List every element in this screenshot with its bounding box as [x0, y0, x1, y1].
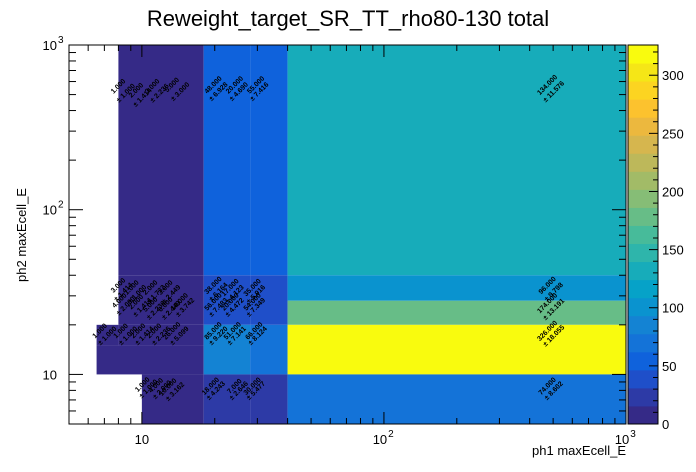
y-tick-exponent: 3	[58, 35, 64, 46]
colorbar-swatch	[628, 189, 658, 208]
colorbar-swatch	[628, 171, 658, 190]
plot-area	[96, 45, 626, 424]
heatmap-cell	[118, 275, 204, 325]
y-axis-title: ph2 maxEcell_E	[14, 188, 29, 282]
colorbar-tick-label: 250	[662, 126, 684, 141]
colorbar: 0 50 100 150 200 250 300	[627, 44, 684, 432]
colorbar-swatch	[628, 405, 658, 425]
colorbar-swatch	[628, 315, 658, 335]
heatmap-cell	[287, 324, 626, 375]
colorbar-tick-label: 300	[662, 68, 684, 83]
colorbar-swatch	[628, 63, 658, 82]
colorbar-swatch	[628, 135, 658, 154]
x-tick-label: 10	[373, 432, 387, 447]
heatmap-cell	[250, 275, 288, 325]
colorbar-tick-label: 200	[662, 184, 684, 199]
colorbar-swatch	[628, 369, 658, 389]
colorbar-swatch	[628, 225, 658, 245]
colorbar-swatch	[628, 387, 658, 407]
colorbar-tick-label: 150	[662, 243, 684, 258]
x-axis: 10 10 2 10 3	[68, 45, 636, 447]
colorbar-swatch	[628, 207, 658, 226]
colorbar-swatch	[628, 333, 658, 353]
y-tick-label: 10	[43, 38, 57, 53]
colorbar-swatch	[628, 45, 658, 64]
heatmap-cell	[250, 374, 288, 424]
colorbar-swatch	[628, 297, 658, 317]
heatmap-cell	[141, 374, 204, 424]
colorbar-swatch	[628, 243, 658, 263]
heatmap-cell	[287, 300, 626, 325]
colorbar-tick-label: 50	[662, 359, 676, 374]
heatmap-cell	[203, 374, 251, 424]
colorbar-swatch	[628, 153, 658, 172]
x-tick-label: 10	[615, 432, 629, 447]
colorbar-swatch	[628, 117, 658, 136]
heatmap-cell	[250, 324, 288, 375]
heatmap-cell	[203, 324, 251, 375]
x-tick-label: 10	[135, 432, 149, 447]
colorbar-swatch	[628, 81, 658, 100]
colorbar-tick-label: 100	[662, 301, 684, 316]
heatmap-cell	[96, 324, 119, 346]
colorbar-swatch	[628, 279, 658, 299]
y-tick-label: 10	[43, 367, 57, 382]
heatmap-cell	[287, 275, 626, 301]
colorbar-tick-label: 0	[662, 417, 669, 432]
heatmap-cell	[118, 45, 204, 276]
x-tick-exponent: 3	[630, 429, 636, 440]
chart-title: Reweight_target_SR_TT_rho80-130 total	[147, 6, 549, 31]
colorbar-swatch	[628, 99, 658, 118]
y-tick-exponent: 2	[58, 200, 64, 211]
y-tick-label: 10	[43, 203, 57, 218]
heatmap-cell	[203, 275, 251, 325]
heatmap-cell	[287, 374, 626, 424]
colorbar-frame	[627, 44, 659, 425]
heatmap-cell	[203, 45, 251, 276]
colorbar-swatch	[628, 261, 658, 281]
heatmap-cell	[118, 324, 204, 346]
plot-frame	[68, 44, 627, 425]
x-tick-exponent: 2	[388, 429, 394, 440]
heatmap-cell	[250, 45, 288, 276]
heatmap-cell	[287, 45, 626, 276]
x-axis-title: ph1 maxEcell_E	[532, 443, 626, 458]
heatmap-cell	[96, 345, 204, 375]
